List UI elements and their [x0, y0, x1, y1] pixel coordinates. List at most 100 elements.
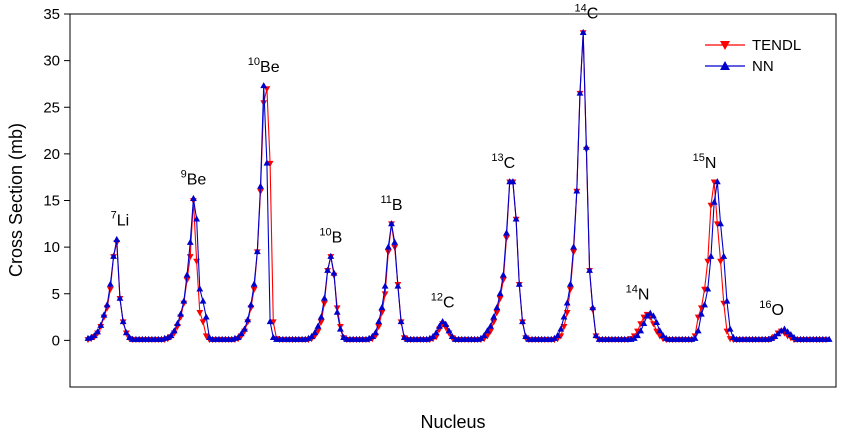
data-point-nn — [566, 280, 574, 287]
data-point-nn — [426, 334, 434, 341]
y-axis-title: Cross Section (mb) — [6, 123, 26, 277]
x-axis-title: Nucleus — [420, 412, 485, 432]
data-point-tendl — [496, 296, 504, 303]
data-point-nn — [90, 331, 98, 339]
peak-label-element: N — [705, 155, 717, 172]
data-point-tendl — [378, 310, 386, 317]
data-point-nn — [656, 327, 664, 334]
data-point-nn — [512, 215, 520, 222]
data-point-nn — [781, 325, 788, 332]
data-point-nn — [397, 317, 405, 325]
data-point-tendl — [381, 291, 389, 298]
data-point-nn — [365, 334, 373, 341]
legend-label-nn: NN — [752, 58, 774, 75]
data-point-nn — [646, 309, 654, 316]
data-point-nn — [720, 252, 728, 259]
data-point-nn — [388, 220, 395, 227]
data-point-nn — [554, 331, 562, 339]
data-point-nn — [697, 310, 705, 317]
data-point-nn — [560, 313, 568, 320]
data-point-nn — [244, 316, 252, 323]
data-point-nn — [196, 285, 204, 292]
y-tick-label: 10 — [43, 239, 60, 256]
data-point-nn — [234, 333, 242, 340]
data-point-nn — [691, 334, 699, 341]
y-tick-label: 25 — [43, 99, 60, 116]
data-point-nn — [704, 285, 712, 292]
data-point-nn — [659, 331, 667, 339]
data-point-nn — [122, 329, 130, 336]
data-point-nn — [713, 178, 721, 185]
y-tick-label: 35 — [43, 6, 60, 23]
data-point-nn — [503, 229, 510, 236]
data-point-tendl — [717, 258, 724, 265]
data-point-nn — [241, 325, 248, 332]
peak-label: 14N — [626, 283, 650, 303]
data-point-nn — [257, 182, 264, 189]
y-tick-label: 0 — [52, 332, 60, 349]
data-point-nn — [110, 252, 117, 259]
data-point-nn — [487, 322, 494, 329]
data-point-nn — [784, 328, 792, 335]
y-tick-label: 30 — [43, 53, 60, 70]
peak-label: 9Be — [181, 169, 207, 189]
data-point-nn — [439, 317, 447, 325]
data-point-nn — [499, 271, 507, 278]
peak-label-mass: 10 — [319, 226, 331, 238]
legend-item-tendl: TENDL — [705, 37, 801, 54]
data-point-nn — [119, 317, 127, 325]
data-point-nn — [650, 312, 657, 319]
peak-label: 16O — [759, 299, 784, 319]
peak-label-mass: 15 — [693, 152, 705, 164]
y-tick-label: 5 — [52, 286, 60, 303]
series-nn — [84, 28, 833, 342]
data-point-nn — [250, 280, 258, 287]
data-point-nn — [327, 252, 335, 259]
data-point-nn — [116, 294, 124, 301]
data-point-nn — [557, 325, 565, 332]
data-point-tendl — [196, 310, 204, 317]
data-point-nn — [429, 332, 437, 340]
data-point-nn — [777, 327, 785, 334]
legend-marker-nn — [720, 61, 730, 70]
data-point-nn — [183, 271, 191, 278]
series-layer — [84, 28, 833, 344]
data-point-nn — [311, 329, 319, 336]
data-point-nn — [582, 143, 590, 150]
data-point-nn — [592, 331, 600, 339]
data-point-nn — [97, 321, 105, 328]
data-point-nn — [260, 82, 268, 89]
data-point-nn — [174, 319, 181, 326]
data-point-nn — [375, 317, 383, 325]
data-point-nn — [707, 252, 715, 259]
peak-label-mass: 10 — [248, 56, 260, 68]
data-point-nn — [247, 301, 255, 308]
data-point-tendl — [202, 333, 210, 340]
peak-label: 14C — [574, 3, 598, 23]
data-point-nn — [653, 318, 661, 326]
data-point-nn — [378, 303, 386, 311]
data-point-nn — [202, 313, 210, 320]
peak-label: 7Li — [111, 210, 130, 230]
data-point-nn — [317, 313, 325, 320]
data-point-nn — [442, 320, 450, 327]
data-point-nn — [445, 327, 453, 334]
data-point-nn — [170, 327, 178, 334]
y-tick-label: 15 — [43, 193, 60, 210]
data-point-nn — [436, 322, 443, 329]
data-point-nn — [372, 329, 379, 336]
peak-label-mass: 13 — [491, 152, 503, 164]
data-point-nn — [726, 325, 734, 332]
peak-label-mass: 7 — [111, 210, 117, 222]
data-point-nn — [321, 294, 328, 301]
y-tick-label: 20 — [43, 146, 60, 163]
data-point-nn — [381, 282, 389, 289]
data-point-nn — [94, 328, 101, 335]
peak-label-mass: 14 — [574, 3, 586, 15]
peak-label-element: B — [392, 197, 403, 214]
data-point-nn — [432, 329, 440, 336]
peak-label-element: Li — [117, 213, 129, 230]
data-point-nn — [333, 308, 341, 315]
peak-label-element: O — [772, 302, 784, 319]
